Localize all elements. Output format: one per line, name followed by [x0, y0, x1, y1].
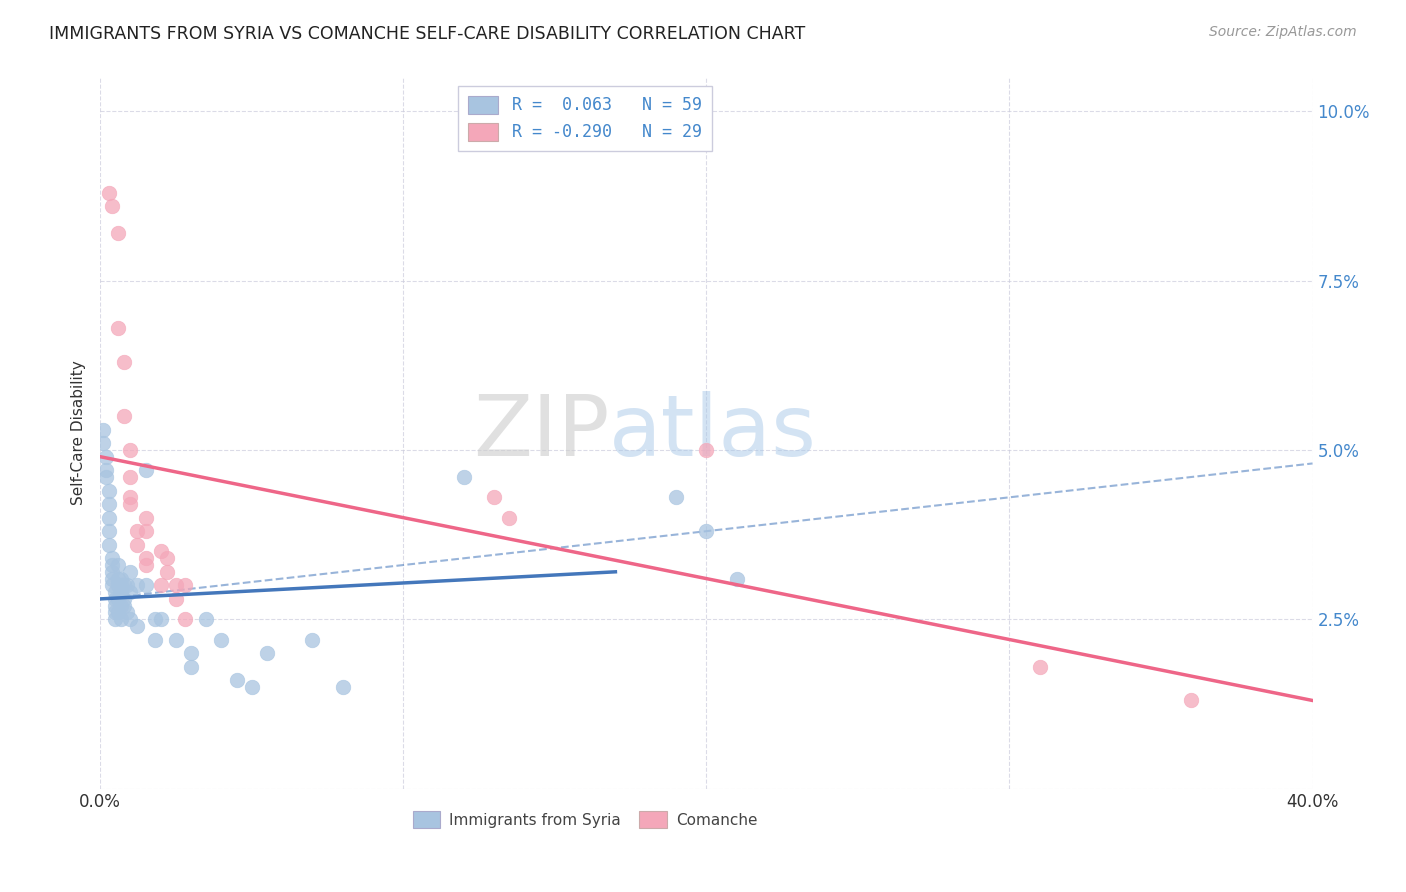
Point	[165, 578, 187, 592]
Point	[149, 578, 172, 592]
Point	[125, 538, 148, 552]
Point	[301, 632, 323, 647]
Point	[135, 524, 157, 538]
Point	[112, 355, 135, 369]
Point	[156, 565, 179, 579]
Point	[107, 321, 129, 335]
Point	[165, 632, 187, 647]
Point	[96, 463, 118, 477]
Point	[209, 632, 232, 647]
Point	[120, 442, 142, 457]
Point	[143, 612, 166, 626]
Point	[101, 572, 124, 586]
Point	[107, 558, 129, 572]
Point	[240, 680, 263, 694]
Point	[112, 591, 135, 606]
Point	[101, 551, 124, 566]
Point	[110, 599, 132, 613]
Text: ZIP: ZIP	[472, 392, 609, 475]
Point	[453, 470, 475, 484]
Point	[112, 578, 135, 592]
Point	[498, 510, 520, 524]
Point	[98, 510, 121, 524]
Point	[101, 565, 124, 579]
Point	[156, 551, 179, 566]
Point	[725, 572, 748, 586]
Point	[120, 585, 142, 599]
Point	[695, 524, 717, 538]
Point	[101, 558, 124, 572]
Point	[135, 551, 157, 566]
Point	[482, 491, 505, 505]
Point	[125, 524, 148, 538]
Point	[91, 436, 114, 450]
Point	[120, 497, 142, 511]
Point	[112, 409, 135, 423]
Text: atlas: atlas	[609, 392, 817, 475]
Point	[695, 442, 717, 457]
Point	[110, 612, 132, 626]
Point	[98, 524, 121, 538]
Point	[135, 578, 157, 592]
Point	[98, 497, 121, 511]
Legend: Immigrants from Syria, Comanche: Immigrants from Syria, Comanche	[406, 805, 763, 834]
Point	[98, 186, 121, 200]
Point	[135, 510, 157, 524]
Point	[104, 591, 127, 606]
Point	[104, 599, 127, 613]
Point	[98, 483, 121, 498]
Point	[120, 491, 142, 505]
Point	[1029, 659, 1052, 673]
Point	[1180, 693, 1202, 707]
Point	[180, 659, 202, 673]
Point	[165, 591, 187, 606]
Point	[256, 646, 278, 660]
Point	[98, 538, 121, 552]
Point	[174, 612, 197, 626]
Point	[135, 558, 157, 572]
Point	[91, 423, 114, 437]
Point	[117, 578, 139, 592]
Text: IMMIGRANTS FROM SYRIA VS COMANCHE SELF-CARE DISABILITY CORRELATION CHART: IMMIGRANTS FROM SYRIA VS COMANCHE SELF-C…	[49, 25, 806, 43]
Point	[101, 199, 124, 213]
Point	[120, 565, 142, 579]
Point	[149, 612, 172, 626]
Point	[107, 606, 129, 620]
Point	[120, 612, 142, 626]
Point	[135, 463, 157, 477]
Point	[107, 578, 129, 592]
Point	[107, 572, 129, 586]
Point	[125, 578, 148, 592]
Point	[112, 599, 135, 613]
Point	[110, 585, 132, 599]
Point	[107, 591, 129, 606]
Point	[104, 606, 127, 620]
Point	[120, 470, 142, 484]
Point	[96, 470, 118, 484]
Text: Source: ZipAtlas.com: Source: ZipAtlas.com	[1209, 25, 1357, 39]
Point	[665, 491, 688, 505]
Point	[101, 578, 124, 592]
Point	[174, 578, 197, 592]
Point	[195, 612, 218, 626]
Point	[110, 578, 132, 592]
Point	[96, 450, 118, 464]
Point	[149, 544, 172, 558]
Point	[180, 646, 202, 660]
Point	[107, 226, 129, 240]
Point	[104, 585, 127, 599]
Point	[332, 680, 354, 694]
Point	[110, 572, 132, 586]
Y-axis label: Self-Care Disability: Self-Care Disability	[72, 360, 86, 506]
Point	[143, 632, 166, 647]
Point	[225, 673, 247, 688]
Point	[117, 606, 139, 620]
Point	[125, 619, 148, 633]
Point	[104, 612, 127, 626]
